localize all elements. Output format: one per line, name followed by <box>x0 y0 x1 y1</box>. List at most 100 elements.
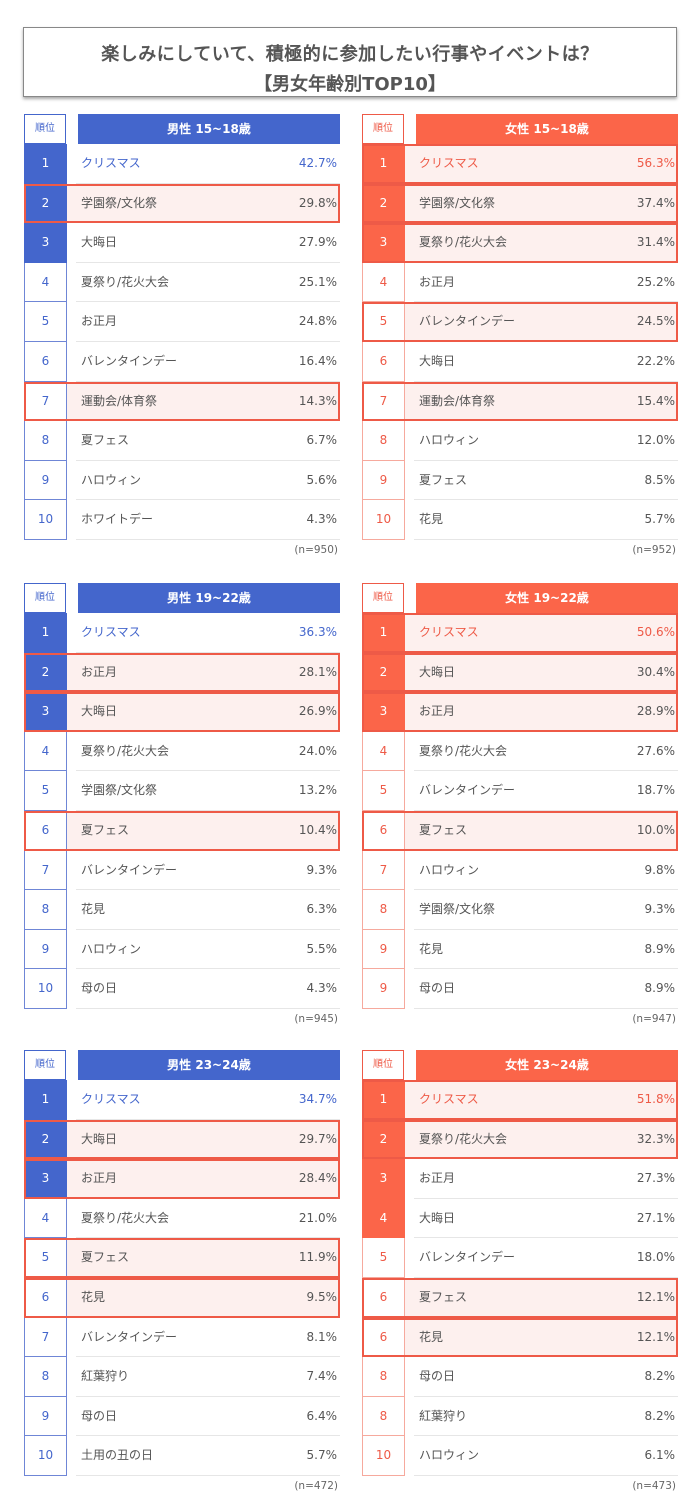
event-label: クリスマス <box>419 156 479 170</box>
highlight-background <box>405 381 678 422</box>
table-row: 1 クリスマス 56.3% <box>362 144 678 184</box>
rank-cell: 8 <box>24 421 67 461</box>
event-label: 学園祭/文化祭 <box>81 783 158 798</box>
event-label: お正月 <box>81 1171 118 1186</box>
rank-cell: 7 <box>24 850 67 891</box>
table-row: 1 クリスマス 42.7% <box>24 144 340 184</box>
table-row: 8 母の日 8.2% <box>362 1357 678 1397</box>
rank-cell: 10 <box>362 1436 405 1476</box>
highlight-background <box>67 652 340 693</box>
event-label: 母の日 <box>81 981 118 996</box>
event-label: ハロウィン <box>419 862 480 877</box>
rank-cell: 7 <box>24 381 67 422</box>
group-header: 男性 19~22歳 <box>78 583 340 613</box>
rank-cell: 2 <box>24 1119 67 1160</box>
event-label: ホワイトデー <box>81 512 154 527</box>
table-row: 9 ハロウィン 5.5% <box>24 929 340 970</box>
table-row: 3 大晦日 27.9% <box>24 223 340 263</box>
sample-size-label: (n=472) <box>294 1480 338 1492</box>
table-row: 10 ホワイトデー 4.3% <box>24 500 340 540</box>
rank-cell: 6 <box>24 810 67 851</box>
highlight-background <box>405 652 678 693</box>
percentage-value: 24.8% <box>298 314 337 329</box>
group-header: 男性 15~18歳 <box>78 114 340 144</box>
table-row: 10 土用の丑の日 5.7% <box>24 1436 340 1476</box>
percentage-value: 27.3% <box>636 1171 675 1186</box>
event-label: バレンタインデー <box>81 862 178 877</box>
table-header: 順位 男性 15~18歳 <box>24 114 340 144</box>
table-header: 順位 男性 19~22歳 <box>24 583 340 613</box>
percentage-value: 34.7% <box>298 1092 337 1106</box>
ranking-table-m1518: 順位 男性 15~18歳 1 クリスマス 42.7% 2 学園祭/文化祭 29.8% 3 大晦日 2… <box>24 114 340 556</box>
event-label: 大晦日 <box>419 664 456 679</box>
row-divider <box>414 968 678 970</box>
table-row: 10 母の日 4.3% <box>24 969 340 1009</box>
rank-cell: 1 <box>24 144 67 184</box>
event-label: お正月 <box>419 274 456 289</box>
group-header: 男性 23~24歳 <box>78 1050 340 1080</box>
rank-cell: 5 <box>362 771 405 811</box>
row-divider <box>76 538 340 540</box>
event-label: 土用の丑の日 <box>81 1448 154 1463</box>
table-body: 1 クリスマス 34.7% 2 大晦日 29.7% 3 お正月 28.4% 4 夏祭り/花火大会 21… <box>24 1080 340 1476</box>
row-divider <box>76 340 340 342</box>
table-body: 1 クリスマス 50.6% 2 大晦日 30.4% 3 お正月 28.9% 4 夏祭り/花火大会 27… <box>362 613 678 1009</box>
row-divider <box>414 770 678 772</box>
percentage-value: 30.4% <box>636 664 675 679</box>
highlight-background <box>67 1159 340 1199</box>
event-label: 夏祭り/花火大会 <box>419 1131 508 1146</box>
rank-cell: 3 <box>24 692 67 732</box>
rank-cell: 8 <box>24 1357 67 1397</box>
event-label: 夏祭り/花火大会 <box>81 274 170 289</box>
row-divider <box>76 1395 340 1397</box>
rank-cell: 5 <box>24 771 67 811</box>
rank-cell: 6 <box>362 810 405 851</box>
row-divider <box>414 1395 678 1397</box>
highlight-background <box>405 613 678 653</box>
ranking-table-f2324: 順位 女性 23~24歳 1 クリスマス 51.8% 2 夏祭り/花火大会 32.3% 3 お正月… <box>362 1050 678 1492</box>
group-header: 女性 19~22歳 <box>416 583 678 613</box>
percentage-value: 18.7% <box>636 783 675 798</box>
table-row: 4 大晦日 27.1% <box>362 1198 678 1239</box>
row-divider <box>76 928 340 930</box>
table-row: 3 お正月 27.3% <box>362 1159 678 1199</box>
percentage-value: 37.4% <box>636 195 675 210</box>
rank-cell: 9 <box>362 969 405 1009</box>
table-body: 1 クリスマス 56.3% 2 学園祭/文化祭 37.4% 3 夏祭り/花火大会 31.4% 4 お… <box>362 144 678 540</box>
percentage-value: 29.8% <box>298 195 337 210</box>
table-row: 7 バレンタインデー 8.1% <box>24 1317 340 1358</box>
percentage-value: 32.3% <box>636 1131 675 1146</box>
table-row: 2 大晦日 30.4% <box>362 652 678 693</box>
rank-cell: 1 <box>24 613 67 653</box>
table-row: 9 花見 8.9% <box>362 929 678 970</box>
percentage-value: 12.1% <box>636 1329 675 1344</box>
row-divider <box>76 1435 340 1437</box>
table-row: 6 夏フェス 12.1% <box>362 1277 678 1318</box>
percentage-value: 10.4% <box>298 822 337 837</box>
chart-title: 楽しみにしていて、積極的に参加したい行事やイベントは？ <box>101 44 599 65</box>
percentage-value: 8.9% <box>644 981 676 996</box>
rank-cell: 5 <box>362 302 405 342</box>
percentage-value: 14.3% <box>298 393 337 408</box>
percentage-value: 5.6% <box>306 472 338 487</box>
row-divider <box>414 499 678 501</box>
rank-cell: 9 <box>362 460 405 501</box>
percentage-value: 8.1% <box>306 1329 338 1344</box>
percentage-value: 9.5% <box>306 1289 338 1304</box>
rank-cell: 8 <box>362 890 405 930</box>
row-divider <box>76 1474 340 1476</box>
event-label: 母の日 <box>81 1408 118 1423</box>
event-label: 花見 <box>419 512 444 527</box>
event-label: 花見 <box>419 941 444 956</box>
percentage-value: 15.4% <box>636 393 675 408</box>
table-row: 6 大晦日 22.2% <box>362 341 678 382</box>
percentage-value: 8.9% <box>644 941 676 956</box>
percentage-value: 5.5% <box>306 941 338 956</box>
event-label: 花見 <box>81 1289 106 1304</box>
table-row: 5 学園祭/文化祭 13.2% <box>24 771 340 811</box>
percentage-value: 42.7% <box>298 156 337 170</box>
percentage-value: 26.9% <box>298 704 337 719</box>
table-row: 3 大晦日 26.9% <box>24 692 340 732</box>
percentage-value: 24.0% <box>298 743 337 758</box>
percentage-value: 8.5% <box>644 472 676 487</box>
